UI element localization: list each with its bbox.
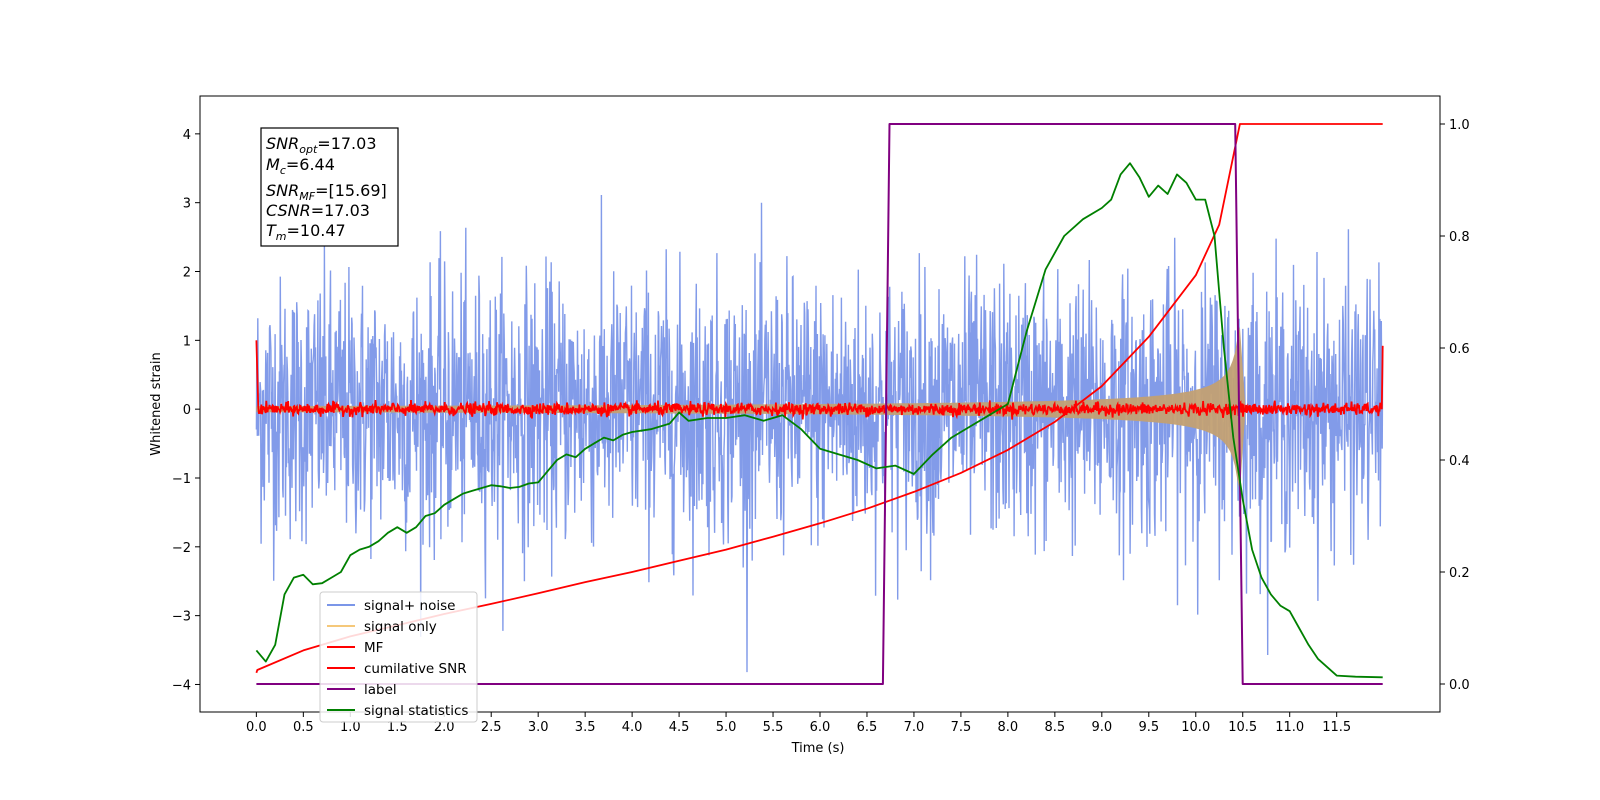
x-tick-label: 9.0 [1091, 720, 1112, 735]
info-csnr: CSNR=17.03 [266, 201, 370, 220]
y-left-tick-label: 4 [183, 128, 191, 143]
x-tick-label: 1.0 [340, 720, 361, 735]
legend-label: MF [364, 640, 383, 656]
y-left-tick-label: 0 [183, 403, 191, 418]
x-tick-label: 6.0 [810, 720, 831, 735]
axis-ticks: 0.0 0.5 1.0 1.5 2.0 2.5 3.0 3.5 4.0 4.5 5.0 5.5 6.0 6… [172, 118, 1470, 735]
legend-item-signal-statistics: signal statistics [327, 703, 468, 719]
x-tick-label: 6.5 [857, 720, 878, 735]
legend-label: signal only [364, 619, 437, 635]
x-tick-label: 3.5 [575, 720, 596, 735]
x-tick-label: 9.5 [1138, 720, 1159, 735]
info-box: SNRopt=17.03 Mc=6.44 SNRMF=[15.69] CSNR=… [260, 127, 399, 247]
y-left-tick-label: −4 [172, 678, 191, 693]
x-tick-label: 0.5 [293, 720, 314, 735]
series-label [256, 123, 1383, 685]
legend-item-label: label [327, 682, 397, 698]
legend-item-cumulative-snr: cumilative SNR [327, 661, 467, 677]
info-box-frame [260, 127, 399, 247]
x-tick-label: 4.5 [669, 720, 690, 735]
legend-item-mf: MF [327, 640, 383, 656]
info-mc: Mc=6.44 [266, 155, 335, 177]
x-tick-label: 11.0 [1275, 720, 1304, 735]
y-right-tick-label: 0.0 [1449, 678, 1470, 693]
info-snr-opt: SNRopt=17.03 [266, 134, 377, 156]
x-tick-label: 2.5 [481, 720, 502, 735]
x-tick-label: 5.5 [763, 720, 784, 735]
y-right-tick-label: 0.2 [1449, 566, 1470, 581]
x-tick-label: 7.0 [904, 720, 925, 735]
info-tm: Tm=10.47 [266, 221, 346, 243]
x-tick-label: 4.0 [622, 720, 643, 735]
legend-label: cumilative SNR [364, 661, 467, 677]
x-tick-label: 7.5 [951, 720, 972, 735]
x-tick-label: 0.0 [246, 720, 267, 735]
y-axis-label: Whitened strain [149, 352, 164, 455]
legend-item-signal-only: signal only [327, 619, 437, 635]
legend-label: signal+ noise [364, 598, 455, 614]
y-right-tick-label: 1.0 [1449, 118, 1470, 133]
x-tick-label: 5.0 [716, 720, 737, 735]
legend: signal+ noise signal only MF cumilative … [319, 591, 478, 723]
x-tick-label: 10.0 [1181, 720, 1210, 735]
y-left-tick-label: −1 [172, 472, 191, 487]
legend-frame [319, 591, 478, 723]
x-tick-label: 8.0 [998, 720, 1019, 735]
y-right-tick-label: 0.4 [1449, 454, 1470, 469]
series-signal-statistics [255, 162, 1383, 679]
series-signal-only [256, 326, 1246, 492]
legend-label: label [364, 682, 397, 698]
info-snr-mf: SNRMF=[15.69] [266, 181, 387, 203]
y-left-tick-label: 2 [183, 266, 191, 281]
x-axis-label: Time (s) [791, 741, 845, 756]
legend-item-signal-noise: signal+ noise [327, 598, 455, 614]
x-tick-label: 8.5 [1045, 720, 1066, 735]
y-right-tick-label: 0.6 [1449, 342, 1470, 357]
x-tick-label: 3.0 [528, 720, 549, 735]
series-mf [255, 340, 1384, 420]
y-left-tick-label: −2 [172, 541, 191, 556]
y-right-tick-label: 0.8 [1449, 230, 1470, 245]
y-left-tick-label: 3 [183, 197, 191, 212]
y-left-tick-label: −3 [172, 610, 191, 625]
y-left-tick-label: 1 [183, 334, 191, 349]
x-tick-label: 2.0 [434, 720, 455, 735]
x-tick-label: 1.5 [387, 720, 408, 735]
x-tick-label: 10.5 [1228, 720, 1257, 735]
x-tick-label: 11.5 [1322, 720, 1351, 735]
legend-label: signal statistics [364, 703, 468, 719]
